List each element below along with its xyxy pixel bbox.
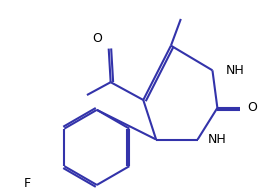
Text: NH: NH [225, 64, 244, 77]
Text: O: O [247, 101, 257, 114]
Text: O: O [92, 32, 102, 45]
Text: NH: NH [207, 133, 226, 146]
Text: F: F [24, 177, 31, 191]
